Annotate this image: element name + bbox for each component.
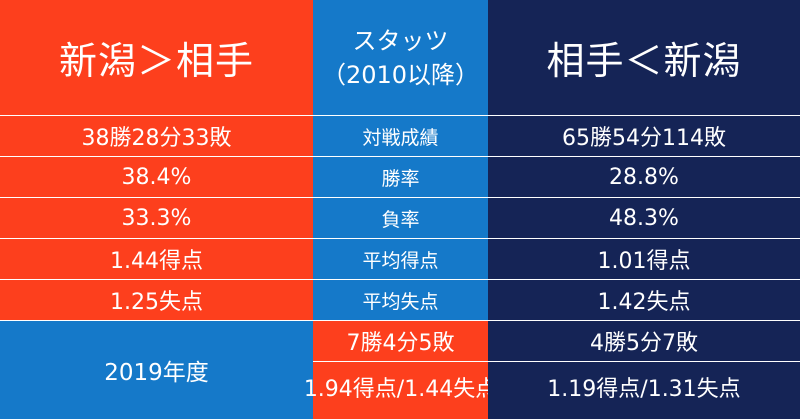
header-left: 新潟＞相手 [0, 0, 313, 116]
header-center: スタッツ （2010以降） [313, 0, 488, 116]
row-right-value: 48.3% [488, 198, 800, 239]
season-right-goals: 1.19得点/1.31失点 [488, 362, 800, 419]
row-right-value: 65勝54分114敗 [488, 116, 800, 157]
header-center-subtitle: （2010以降） [321, 60, 480, 89]
row-left-value: 1.25失点 [0, 280, 313, 321]
row-left-value: 33.3% [0, 198, 313, 239]
row-left-value: 1.44得点 [0, 239, 313, 280]
row-right-value: 1.42失点 [488, 280, 800, 321]
season-label: 2019年度 [0, 321, 313, 419]
row-right-value: 28.8% [488, 157, 800, 198]
row-label: 負率 [313, 198, 488, 239]
row-right-value: 1.01得点 [488, 239, 800, 280]
row-label: 平均得点 [313, 239, 488, 280]
row-left-value: 38勝28分33敗 [0, 116, 313, 157]
header-center-title: スタッツ [352, 26, 449, 55]
season-right-record: 4勝5分7敗 [488, 321, 800, 362]
row-label: 対戦成績 [313, 116, 488, 157]
season-left-goals: 1.94得点/1.44失点 [304, 362, 497, 419]
row-label: 平均失点 [313, 280, 488, 321]
season-left-record: 7勝4分5敗 [313, 321, 488, 362]
row-label: 勝率 [313, 157, 488, 198]
row-left-value: 38.4% [0, 157, 313, 198]
header-right: 相手＜新潟 [488, 0, 800, 116]
